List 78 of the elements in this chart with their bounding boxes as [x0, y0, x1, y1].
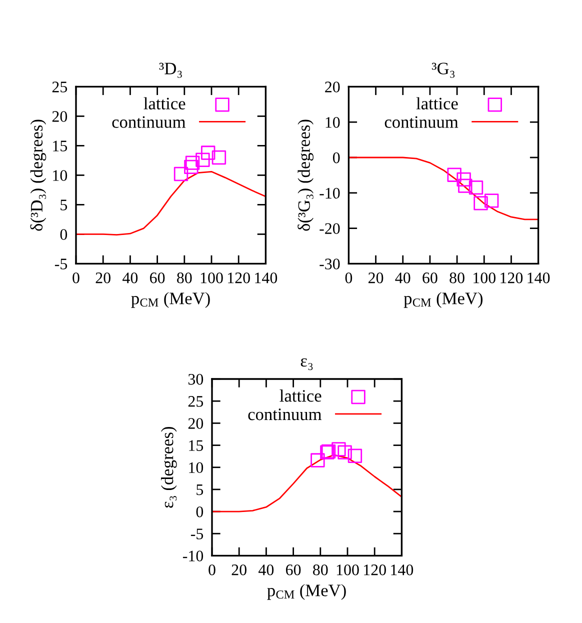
- x-tick-label: 80: [313, 564, 328, 576]
- y-axis-title: δ(³G₃) (degrees): [298, 120, 314, 231]
- x-tick-label: 40: [122, 272, 138, 284]
- y-tick-label: 25: [188, 396, 204, 407]
- x-tick-label: 140: [391, 564, 414, 576]
- y-tick-label: 5: [196, 484, 204, 496]
- y-tick-label: 20: [188, 418, 204, 429]
- chart-title: ³D₃: [159, 62, 182, 78]
- legend-label: lattice: [416, 97, 458, 110]
- x-tick-label: 0: [208, 564, 216, 576]
- x-tick-label: 100: [474, 272, 496, 284]
- legend-label: lattice: [280, 390, 322, 402]
- y-tick-label: 10: [326, 117, 340, 128]
- x-tick-label: 120: [228, 272, 250, 284]
- y-axis-title: δ(³D₃) (degrees): [30, 120, 46, 231]
- point: [458, 178, 472, 193]
- point: [348, 448, 362, 463]
- x-tick-label: 40: [395, 272, 410, 284]
- x-tick-label: 60: [286, 564, 301, 576]
- x-tick-label: 80: [177, 272, 192, 284]
- point: [185, 156, 200, 170]
- y-tick-label: -20: [320, 223, 340, 234]
- point: [468, 180, 484, 195]
- x-tick-label: 120: [364, 564, 386, 576]
- y-tick-label: 15: [189, 440, 204, 451]
- point: [201, 146, 216, 160]
- x-axis-title: p$_{CM}$ (MeV): [267, 584, 346, 600]
- y-tick-label: 0: [60, 229, 68, 240]
- line-series: [348, 156, 538, 220]
- x-tick-label: 20: [96, 272, 110, 284]
- legend-label: continuum: [112, 116, 186, 128]
- y-tick-label: -5: [54, 258, 68, 270]
- y-tick-label: 5: [60, 200, 68, 210]
- y-tick-label: 0: [196, 506, 204, 518]
- x-tick-label: 20: [368, 272, 384, 284]
- point: [456, 172, 471, 187]
- y-tick-label: 0: [332, 152, 340, 164]
- point: [184, 160, 198, 174]
- x-tick-label: 40: [258, 564, 274, 576]
- legend-label: continuum: [248, 408, 322, 420]
- y-tick-label: -10: [182, 550, 204, 562]
- x-tick-label: 0: [345, 272, 352, 284]
- y-tick-label: 20: [52, 111, 68, 122]
- y-tick-label: 20: [325, 82, 340, 92]
- y-tick-label: -5: [190, 528, 204, 540]
- y-tick-label: 10: [189, 462, 204, 474]
- point: [174, 166, 188, 182]
- point: [484, 194, 499, 208]
- y-axis-title: ε₃ (degrees): [161, 426, 177, 508]
- x-tick-label: 120: [500, 272, 523, 284]
- x-tick-label: 100: [336, 564, 359, 576]
- point: [447, 168, 462, 182]
- x-tick-label: 140: [255, 272, 278, 284]
- chart-title: ³G₃: [432, 62, 455, 78]
- y-tick-label: 15: [53, 140, 68, 152]
- point: [212, 150, 226, 165]
- x-tick-label: 60: [150, 272, 165, 284]
- point: [196, 152, 210, 167]
- x-tick-label: 20: [232, 564, 246, 576]
- point: [474, 196, 488, 210]
- x-tick-label: 80: [450, 272, 464, 284]
- x-axis-title: p$_{CM}$ (MeV): [131, 292, 210, 308]
- y-tick-label: 30: [188, 374, 204, 385]
- point: [332, 442, 346, 456]
- y-tick-label: 25: [52, 82, 68, 92]
- legend-label: continuum: [384, 116, 458, 128]
- point: [310, 453, 325, 468]
- x-tick-label: 0: [72, 272, 80, 284]
- y-tick-label: -30: [320, 258, 340, 270]
- x-tick-label: 100: [200, 272, 223, 284]
- legend-label: lattice: [144, 97, 186, 110]
- y-tick-label: 10: [53, 170, 68, 181]
- x-tick-label: 60: [422, 272, 438, 284]
- x-axis-title: p$_{CM}$ (MeV): [404, 292, 483, 308]
- y-tick-label: -10: [320, 188, 340, 199]
- point: [338, 445, 352, 460]
- chart-title: ε₃: [300, 358, 313, 370]
- x-tick-label: 140: [528, 272, 550, 284]
